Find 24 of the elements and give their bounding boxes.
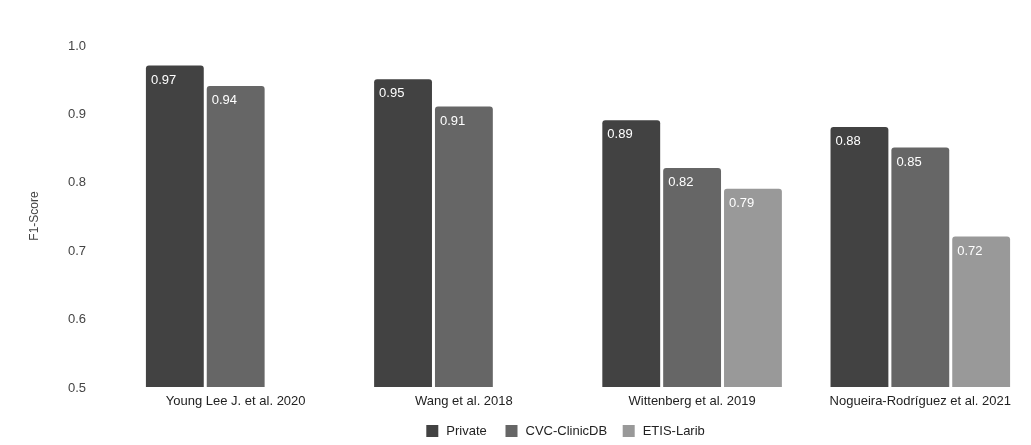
- data-label: 0.97: [150, 71, 177, 87]
- x-tick-label: Wang et al. 2018: [414, 393, 513, 408]
- y-tick-label: 0.9: [68, 105, 87, 121]
- data-label: 0.89: [607, 126, 633, 142]
- x-tick-label: Nogueira-Rodríguez et al. 2021: [829, 393, 1011, 408]
- y-axis-title: F1-Score: [27, 191, 41, 241]
- legend-label: ETIS-Larib: [642, 423, 705, 438]
- data-label: 0.79: [729, 194, 755, 210]
- y-tick-label: 0.6: [68, 311, 87, 327]
- data-label: 0.94: [211, 92, 238, 108]
- x-tick-label: Young Lee J. et al. 2020: [165, 393, 306, 408]
- data-label: 0.88: [835, 133, 861, 149]
- y-tick-label: 0.8: [68, 174, 87, 190]
- legend-label: CVC-ClinicDB: [525, 423, 608, 438]
- y-tick-label: 1.0: [68, 37, 87, 53]
- data-label: 0.72: [957, 242, 983, 258]
- data-label: 0.91: [439, 112, 466, 128]
- y-tick-label: 0.7: [68, 242, 87, 258]
- x-tick-label: Wittenberg et al. 2019: [628, 393, 756, 408]
- data-label: 0.85: [896, 153, 922, 169]
- data-label: 0.95: [379, 85, 405, 101]
- legend-label: Private: [446, 423, 487, 438]
- data-label: 0.82: [668, 174, 694, 190]
- y-tick-label: 0.5: [68, 379, 87, 395]
